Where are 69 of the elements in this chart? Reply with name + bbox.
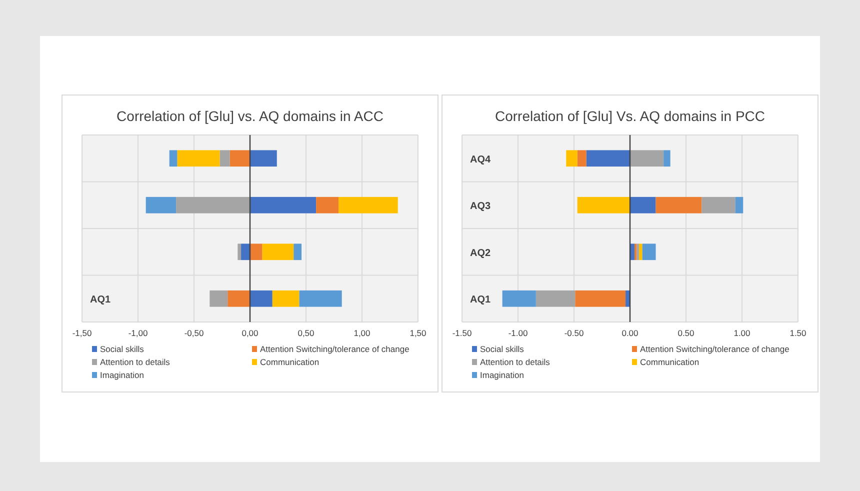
bar bbox=[338, 196, 398, 214]
bar bbox=[250, 244, 262, 260]
legend-label: Attention Switching/tolerance of change bbox=[640, 344, 790, 354]
bar bbox=[316, 196, 338, 214]
bar bbox=[575, 290, 626, 307]
bar bbox=[250, 196, 316, 214]
chart-title: Correlation of [Glu] Vs. AQ domains in PCC bbox=[495, 108, 765, 124]
bar bbox=[577, 196, 630, 214]
legend-label: Attention Switching/tolerance of change bbox=[260, 344, 410, 354]
bar bbox=[272, 290, 300, 307]
x-tick-label: 1.50 bbox=[790, 328, 807, 338]
bar bbox=[262, 244, 294, 260]
bar bbox=[230, 150, 250, 167]
y-tick-label: AQ4 bbox=[470, 154, 491, 166]
bar bbox=[656, 196, 702, 214]
bar bbox=[502, 290, 536, 307]
x-tick-label: 1.00 bbox=[734, 328, 751, 338]
bar bbox=[169, 150, 178, 167]
bar bbox=[638, 244, 642, 260]
bar bbox=[735, 196, 744, 214]
bar bbox=[241, 244, 250, 260]
y-tick-label: AQ2 bbox=[470, 248, 491, 259]
bar bbox=[250, 150, 277, 167]
bar bbox=[626, 290, 630, 307]
x-tick-label: 1,50 bbox=[410, 328, 427, 338]
bar bbox=[238, 244, 242, 260]
bar bbox=[664, 150, 670, 167]
bar bbox=[177, 150, 220, 167]
x-tick-label: 0,00 bbox=[242, 328, 259, 338]
bar bbox=[634, 244, 637, 260]
bar bbox=[630, 196, 656, 214]
y-tick-label: AQ3 bbox=[470, 201, 491, 212]
chart-title: Correlation of [Glu] vs. AQ domains in ACC bbox=[116, 108, 384, 124]
bar bbox=[210, 290, 228, 307]
y-tick-label: AQ1 bbox=[470, 294, 491, 306]
bar bbox=[702, 196, 736, 214]
x-tick-label: -1.50 bbox=[452, 328, 472, 338]
legend-label: Imagination bbox=[100, 370, 144, 380]
legend-label: Imagination bbox=[480, 370, 524, 380]
x-tick-label: 0.50 bbox=[678, 328, 695, 338]
x-tick-label: -1,00 bbox=[128, 328, 148, 338]
bar bbox=[220, 150, 230, 167]
bar bbox=[250, 290, 272, 307]
bar bbox=[630, 150, 664, 167]
bar bbox=[228, 290, 250, 307]
bar bbox=[299, 290, 342, 307]
bar bbox=[146, 196, 176, 214]
x-tick-label: -0,50 bbox=[184, 328, 204, 338]
x-tick-label: 0,50 bbox=[298, 328, 315, 338]
x-tick-label: -1,50 bbox=[72, 328, 92, 338]
x-tick-label: -1.00 bbox=[508, 328, 528, 338]
legend-label: Attention to details bbox=[100, 357, 170, 367]
legend-label: Social skills bbox=[100, 344, 144, 354]
bar bbox=[630, 244, 634, 260]
y-tick-label: AQ1 bbox=[90, 294, 111, 306]
legend-label: Social skills bbox=[480, 344, 524, 354]
legend-label: Communication bbox=[260, 357, 320, 367]
bar bbox=[536, 290, 576, 307]
bar bbox=[642, 244, 656, 260]
bar bbox=[176, 196, 250, 214]
bar bbox=[566, 150, 578, 167]
bar bbox=[586, 150, 630, 167]
x-tick-label: -0.50 bbox=[564, 328, 584, 338]
bar bbox=[294, 244, 302, 260]
x-tick-label: 0.00 bbox=[622, 328, 639, 338]
bar bbox=[577, 150, 586, 167]
legend-label: Communication bbox=[640, 357, 700, 367]
x-tick-label: 1,00 bbox=[354, 328, 371, 338]
legend-label: Attention to details bbox=[480, 357, 550, 367]
